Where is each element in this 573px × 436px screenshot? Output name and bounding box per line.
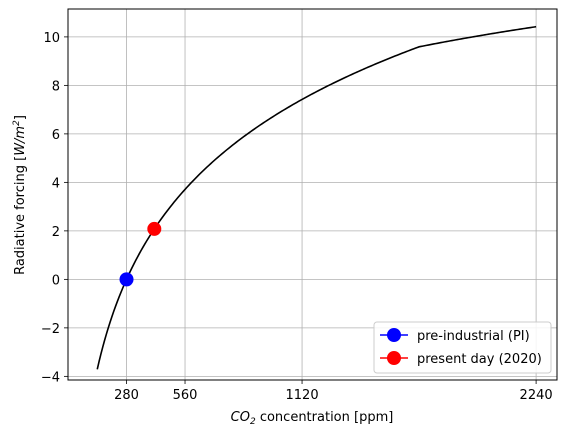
present-day-marker	[147, 221, 162, 236]
y-tick-label: −2	[41, 322, 60, 337]
legend-label: pre-industrial (PI)	[417, 329, 530, 344]
y-tick-label: 10	[43, 31, 60, 46]
y-tick-label: 0	[52, 273, 60, 288]
plot-background	[68, 9, 557, 380]
x-tick-label: 560	[173, 388, 198, 403]
pre-industrial-marker	[119, 272, 134, 287]
x-tick-label: 280	[114, 388, 139, 403]
y-tick-label: −4	[41, 370, 60, 385]
plot-frame	[67, 8, 558, 381]
y-tick-label: 6	[52, 128, 60, 143]
y-axis-label: Radiative forcing [W/m2]	[12, 115, 28, 275]
legend-items: pre-industrial (PI) present day (2020)	[380, 328, 542, 367]
x-tick-label: 1120	[286, 388, 319, 403]
x-axis-label: CO2 concentration [ppm]	[231, 410, 394, 427]
legend: pre-industrial (PI) present day (2020)	[373, 321, 552, 374]
legend-label: present day (2020)	[417, 352, 542, 367]
legend-box	[373, 321, 552, 374]
y-tick-label: 4	[52, 176, 60, 191]
forcing-curve-layer	[96, 25, 537, 370]
x-tick-label: 2240	[520, 388, 553, 403]
x-axis-ticks: 280 560 1120 2240	[114, 380, 553, 403]
forcing-curve	[96, 25, 537, 370]
legend-marker	[387, 351, 401, 365]
y-tick-label: 8	[52, 79, 60, 94]
y-tick-label: 2	[52, 225, 60, 240]
y-axis-ticks: −4 −2 0 2 4 6 8 10	[41, 31, 68, 385]
legend-marker	[387, 328, 401, 342]
marker-layer	[119, 221, 162, 287]
